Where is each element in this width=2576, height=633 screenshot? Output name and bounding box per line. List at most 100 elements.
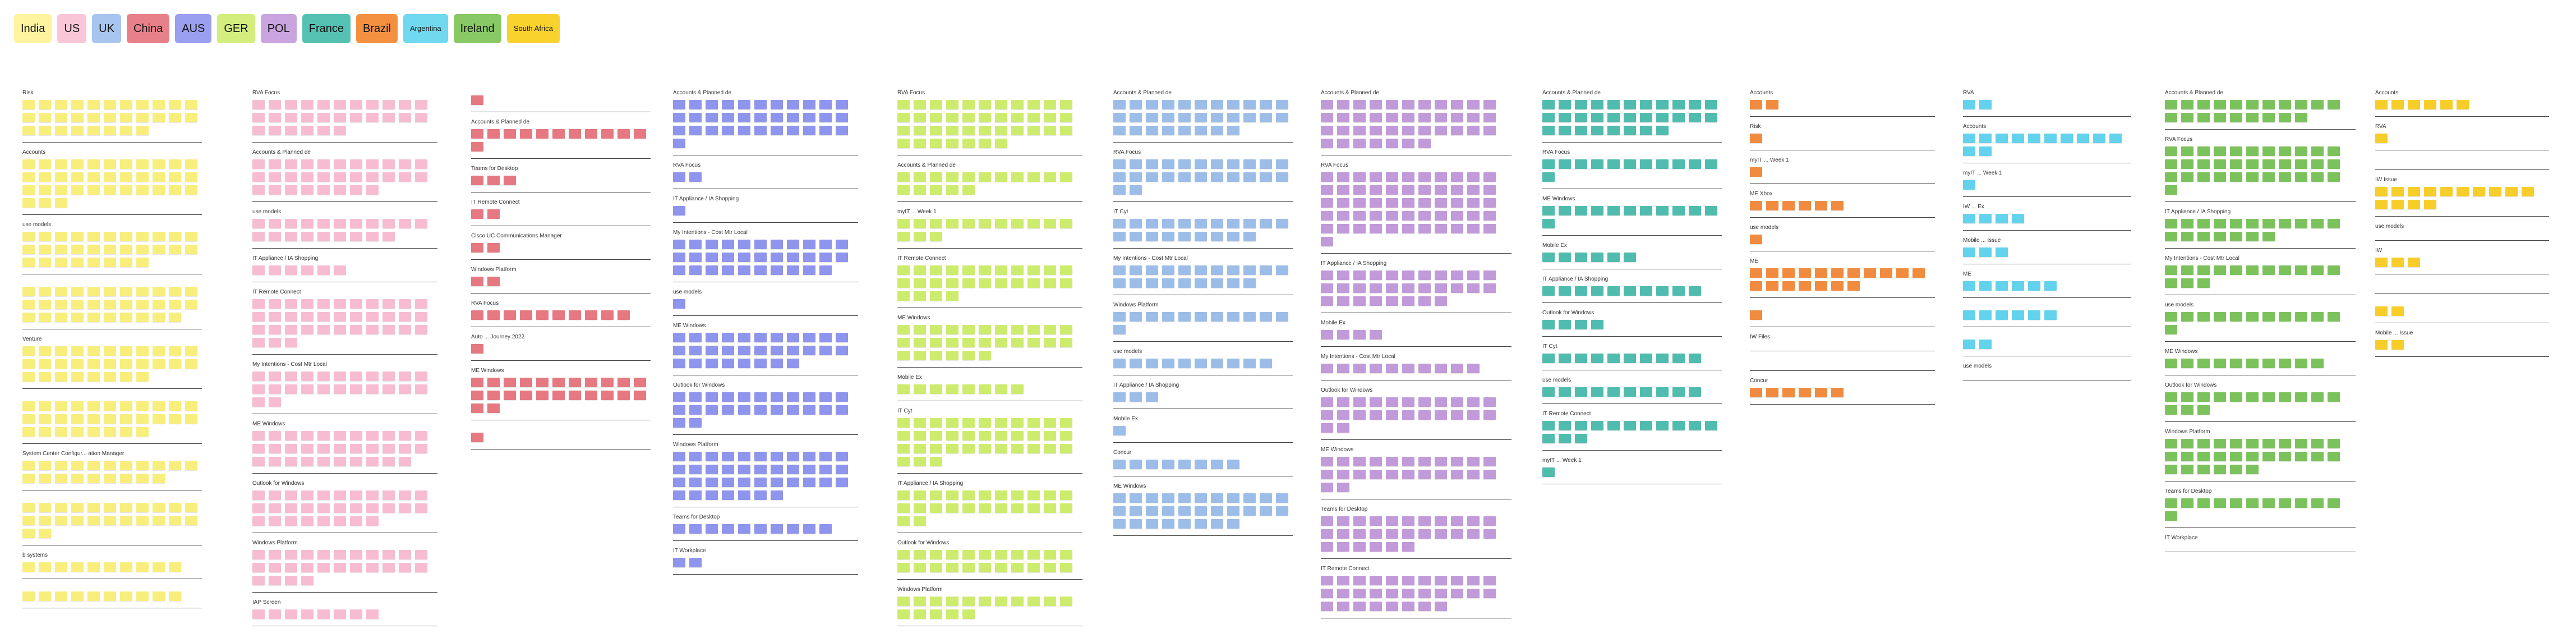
sticky-note[interactable] xyxy=(71,359,84,369)
sticky-note[interactable] xyxy=(104,100,116,109)
sticky-note[interactable] xyxy=(689,100,702,109)
sticky-note[interactable] xyxy=(366,232,379,241)
sticky-note[interactable] xyxy=(1195,506,1207,516)
sticky-note[interactable] xyxy=(1575,126,1587,135)
sticky-note[interactable] xyxy=(2197,498,2210,508)
section-title[interactable]: Concur xyxy=(1113,449,1132,456)
sticky-note[interactable] xyxy=(689,452,702,461)
sticky-note[interactable] xyxy=(897,172,910,182)
sticky-note[interactable] xyxy=(1195,219,1207,228)
sticky-note[interactable] xyxy=(995,384,1007,394)
sticky-note[interactable] xyxy=(2246,113,2259,122)
sticky-note[interactable] xyxy=(87,372,100,382)
sticky-note[interactable] xyxy=(285,576,297,585)
sticky-note[interactable] xyxy=(1451,113,1463,122)
sticky-note[interactable] xyxy=(136,126,149,135)
sticky-note[interactable] xyxy=(914,113,926,122)
sticky-note[interactable] xyxy=(2077,134,2089,143)
section-title[interactable]: ME Windows xyxy=(1321,447,1354,453)
sticky-note[interactable] xyxy=(2214,439,2226,448)
sticky-note[interactable] xyxy=(1624,286,1636,296)
sticky-note[interactable] xyxy=(689,392,702,402)
sticky-note[interactable] xyxy=(1451,211,1463,221)
sticky-note[interactable] xyxy=(55,401,67,411)
sticky-note[interactable] xyxy=(1321,529,1333,539)
sticky-note[interactable] xyxy=(87,516,100,525)
sticky-note[interactable] xyxy=(946,172,958,182)
sticky-note[interactable] xyxy=(962,278,975,288)
sticky-note[interactable] xyxy=(185,503,197,512)
sticky-note[interactable] xyxy=(914,431,926,441)
section-title[interactable]: Teams for Desktop xyxy=(673,514,720,520)
sticky-note[interactable] xyxy=(471,310,483,320)
sticky-note[interactable] xyxy=(2012,281,2024,291)
sticky-note[interactable] xyxy=(1044,126,1056,135)
sticky-note[interactable] xyxy=(1624,421,1636,430)
sticky-note[interactable] xyxy=(995,550,1007,559)
sticky-note[interactable] xyxy=(1243,278,1256,288)
sticky-note[interactable] xyxy=(504,176,516,185)
sticky-note[interactable] xyxy=(1418,364,1431,373)
sticky-note[interactable] xyxy=(2262,392,2275,402)
sticky-note[interactable] xyxy=(2165,219,2177,228)
sticky-note[interactable] xyxy=(415,563,427,572)
sticky-note[interactable] xyxy=(2165,405,2177,415)
sticky-note[interactable] xyxy=(738,113,750,122)
sticky-note[interactable] xyxy=(1060,278,1072,288)
sticky-note[interactable] xyxy=(1146,278,1158,288)
sticky-note[interactable] xyxy=(1130,232,1142,241)
sticky-note[interactable] xyxy=(39,372,51,382)
legend-tag-uk[interactable]: UK xyxy=(92,14,121,43)
sticky-note[interactable] xyxy=(2197,159,2210,169)
sticky-note[interactable] xyxy=(1766,281,1778,291)
sticky-note[interactable] xyxy=(185,359,197,369)
sticky-note[interactable] xyxy=(1451,198,1463,208)
sticky-note[interactable] xyxy=(1624,387,1636,397)
sticky-note[interactable] xyxy=(120,359,132,369)
sticky-note[interactable] xyxy=(1963,146,1975,156)
sticky-note[interactable] xyxy=(1418,198,1431,208)
sticky-note[interactable] xyxy=(1211,126,1223,135)
sticky-note[interactable] xyxy=(169,516,181,525)
sticky-note[interactable] xyxy=(1227,312,1239,322)
sticky-note[interactable] xyxy=(673,478,685,487)
sticky-note[interactable] xyxy=(995,126,1007,135)
sticky-note[interactable] xyxy=(169,346,181,356)
sticky-note[interactable] xyxy=(1162,506,1174,516)
sticky-note[interactable] xyxy=(1435,100,1447,109)
sticky-note[interactable] xyxy=(1146,113,1158,122)
sticky-note[interactable] xyxy=(946,265,958,275)
sticky-note[interactable] xyxy=(930,503,942,513)
sticky-note[interactable] xyxy=(914,126,926,135)
sticky-note[interactable] xyxy=(2028,310,2040,320)
sticky-note[interactable] xyxy=(2214,146,2226,156)
sticky-note[interactable] xyxy=(2279,439,2291,448)
sticky-note[interactable] xyxy=(754,100,767,109)
sticky-note[interactable] xyxy=(1060,265,1072,275)
sticky-note[interactable] xyxy=(787,524,799,534)
sticky-note[interactable] xyxy=(995,278,1007,288)
sticky-note[interactable] xyxy=(2311,172,2324,182)
sticky-note[interactable] xyxy=(1227,100,1239,109)
sticky-note[interactable] xyxy=(269,172,281,182)
sticky-note[interactable] xyxy=(930,444,942,453)
sticky-note[interactable] xyxy=(71,172,84,182)
sticky-note[interactable] xyxy=(1402,296,1414,306)
sticky-note[interactable] xyxy=(120,346,132,356)
sticky-note[interactable] xyxy=(301,371,314,381)
sticky-note[interactable] xyxy=(946,100,958,109)
sticky-note[interactable] xyxy=(1353,139,1366,148)
sticky-note[interactable] xyxy=(1542,354,1555,363)
sticky-note[interactable] xyxy=(153,346,165,356)
sticky-note[interactable] xyxy=(120,300,132,309)
sticky-note[interactable] xyxy=(285,159,297,169)
sticky-note[interactable] xyxy=(185,461,197,470)
sticky-note[interactable] xyxy=(819,113,832,122)
sticky-note[interactable] xyxy=(897,597,910,606)
sticky-note[interactable] xyxy=(673,405,685,415)
sticky-note[interactable] xyxy=(979,444,991,453)
sticky-note[interactable] xyxy=(897,418,910,428)
sticky-note[interactable] xyxy=(673,240,685,249)
sticky-note[interactable] xyxy=(301,550,314,559)
sticky-note[interactable] xyxy=(787,100,799,109)
